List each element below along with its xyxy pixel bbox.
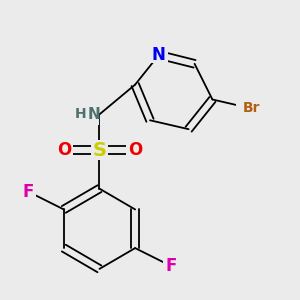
FancyBboxPatch shape [64,104,100,125]
FancyBboxPatch shape [236,100,266,117]
FancyBboxPatch shape [55,142,73,158]
FancyBboxPatch shape [20,183,36,200]
Text: N: N [152,46,166,64]
FancyBboxPatch shape [126,142,144,158]
Text: O: O [128,141,142,159]
Text: S: S [92,140,106,160]
Text: N: N [87,107,100,122]
Text: Br: Br [242,101,260,116]
Text: F: F [165,257,176,275]
FancyBboxPatch shape [150,47,168,63]
FancyBboxPatch shape [163,258,179,274]
Text: F: F [22,183,34,201]
FancyBboxPatch shape [91,140,108,160]
Text: H: H [74,107,86,121]
Text: O: O [57,141,71,159]
